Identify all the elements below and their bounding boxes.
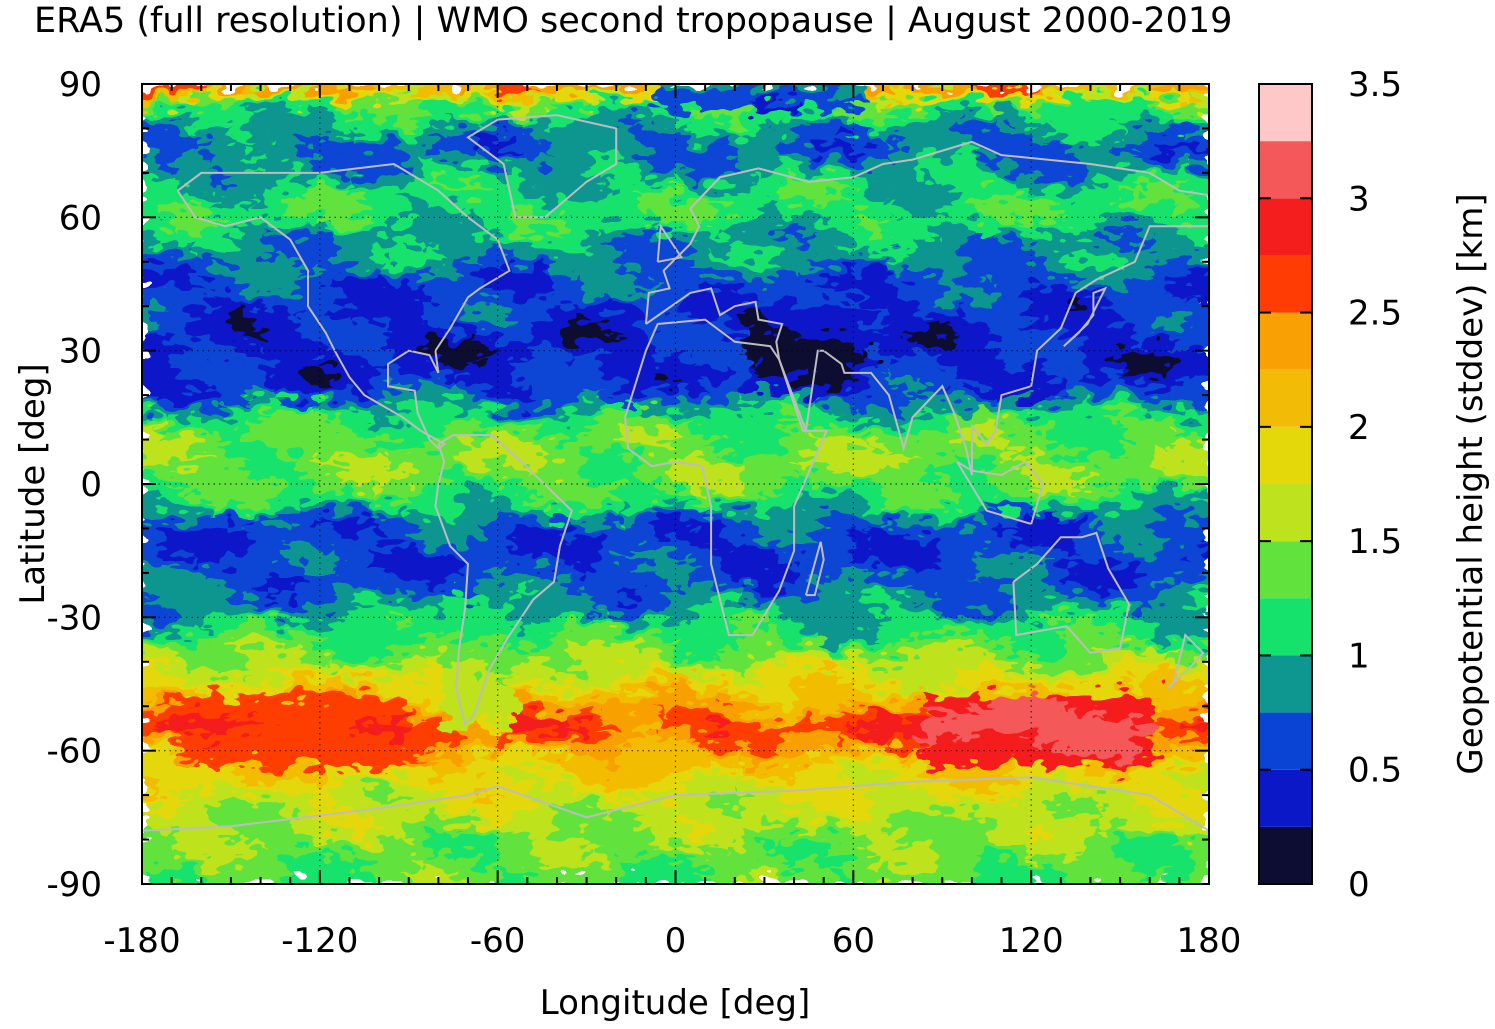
heatmap-cell: [620, 84, 642, 95]
heatmap-cell: [1171, 84, 1194, 95]
heatmap-cell: [904, 84, 927, 95]
heatmap-cell: [406, 84, 429, 95]
heatmap-cell: [922, 84, 945, 95]
heatmap-cell: [726, 84, 749, 95]
heatmap-cell: [566, 84, 589, 95]
heatmap-cell: [175, 84, 198, 95]
heatmap-cell: [142, 84, 162, 95]
heatmap-cell: [1011, 84, 1034, 95]
heatmap-cell: [335, 84, 358, 95]
heatmap-cell: [975, 84, 998, 95]
heatmap-cell: [958, 84, 980, 95]
heatmap-cell: [655, 84, 678, 95]
heatmap-cell: [282, 84, 305, 95]
heatmap-cell: [193, 84, 216, 95]
heatmap-cell: [1046, 84, 1069, 95]
heatmap-cell: [442, 84, 465, 95]
heatmap-cell: [531, 84, 553, 95]
heatmap-cell: [744, 84, 767, 95]
heatmap-cell: [833, 84, 856, 95]
heatmap-cell: [940, 84, 963, 95]
heatmap-cell: [691, 84, 714, 95]
heatmap-cell: [477, 84, 500, 95]
heatmap-cell: [1082, 84, 1105, 95]
heatmap-cell: [815, 84, 838, 95]
heatmap-cell: [495, 84, 518, 95]
heatmap-cell: [851, 84, 874, 95]
heatmap-cell: [424, 84, 447, 95]
heatmap-cell: [798, 84, 820, 95]
chart-title: ERA5 (full resolution) | WMO second trop…: [34, 1, 1232, 41]
heatmap-cell: [211, 84, 233, 95]
heatmap-cell: [246, 84, 269, 95]
heatmap-cell: [513, 84, 536, 95]
heatmap-cell: [371, 84, 393, 95]
heatmap-cell: [1118, 84, 1140, 95]
heatmap-cell: [1064, 84, 1087, 95]
heatmap-cell: [1135, 84, 1158, 95]
heatmap-cell: [762, 84, 785, 95]
heatmap-cell: [460, 84, 482, 95]
heatmap-cell: [1100, 84, 1123, 95]
heatmap-cell: [709, 84, 731, 95]
heatmap-cell: [1029, 84, 1051, 95]
heatmap-cell: [1153, 84, 1176, 95]
heatmap-cell: [549, 84, 571, 95]
heatmap-cell: [673, 84, 696, 95]
heatmap-cell: [317, 84, 340, 95]
heatmap-field: [142, 84, 1209, 884]
heatmap-cell: [389, 84, 411, 95]
heatmap-cell: [584, 84, 607, 95]
heatmap-cell: [300, 84, 322, 95]
heatmap-cell: [993, 84, 1016, 95]
heatmap-cell: [780, 84, 802, 95]
heatmap-cell: [869, 84, 891, 95]
heatmap-cell: [1189, 84, 1209, 95]
heatmap-cell: [353, 84, 376, 95]
heatmap-cell: [157, 84, 180, 95]
heatmap-cell: [602, 84, 625, 95]
heatmap-cell: [637, 84, 660, 95]
heatmap-cell: [886, 84, 909, 95]
heatmap-cell: [264, 84, 287, 95]
heatmap-cell: [228, 84, 251, 95]
